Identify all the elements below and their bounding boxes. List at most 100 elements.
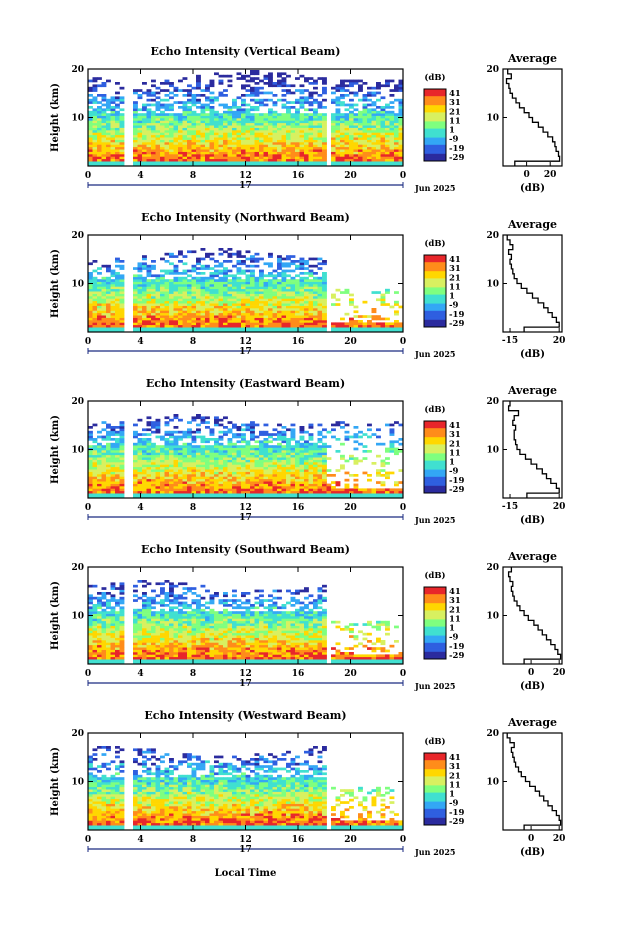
heatmap-cell (209, 308, 215, 311)
heatmap-cell (88, 158, 93, 162)
heatmap-cell (97, 84, 102, 88)
heatmap-cell (92, 305, 98, 309)
heatmap-cell (97, 154, 102, 157)
heatmap-cell (106, 151, 111, 155)
heatmap-cell (142, 469, 147, 472)
heatmap-cell (349, 84, 354, 88)
heatmap-cell (376, 125, 381, 128)
heatmap-cell (313, 471, 318, 475)
heatmap-cell (214, 317, 219, 321)
heatmap-cell (272, 447, 278, 451)
heatmap-cell (380, 327, 386, 330)
heatmap-cell (160, 103, 165, 107)
heatmap-cell (205, 84, 210, 88)
heatmap-cell (97, 272, 102, 275)
heatmap-cell (290, 483, 296, 487)
heatmap-cell (254, 476, 260, 480)
heatmap-cell (259, 118, 264, 121)
heatmap-cell (214, 281, 219, 285)
heatmap-cell (97, 267, 102, 270)
heatmap-cell (340, 134, 345, 138)
heatmap-cell (277, 122, 282, 126)
heatmap-cell (358, 163, 363, 167)
heatmap-cell (200, 466, 206, 470)
heatmap-cell (245, 469, 251, 472)
heatmap-cell (254, 151, 260, 155)
heatmap-cell (290, 151, 296, 155)
heatmap-cell (308, 118, 314, 121)
heatmap-cell (313, 286, 318, 290)
heatmap-cell (362, 161, 368, 164)
heatmap-cell (376, 84, 381, 88)
heatmap-cell (173, 144, 179, 148)
heatmap-cell (236, 464, 242, 468)
heatmap-cell (182, 445, 188, 448)
heatmap-cell (214, 72, 219, 76)
heatmap-cell (317, 305, 323, 309)
time-tick-label: 20 (344, 171, 357, 181)
heatmap-cell (277, 163, 282, 167)
heatmap-cell (133, 276, 138, 280)
heatmap-cell (200, 471, 206, 475)
heatmap-cell (182, 303, 188, 306)
heatmap-cell (245, 303, 251, 306)
heatmap-cell (173, 115, 179, 119)
heatmap-cell (286, 149, 291, 152)
heatmap-cell (250, 127, 255, 131)
heatmap-cell (241, 115, 246, 119)
heatmap-cell (142, 122, 147, 126)
heatmap-cell (218, 464, 224, 468)
heatmap-cell (367, 115, 372, 119)
heatmap-cell (313, 151, 318, 155)
colorbar-tick-label: 1 (449, 126, 455, 136)
heatmap-cell (92, 113, 98, 116)
heatmap-cell (187, 89, 192, 92)
heatmap-cell (245, 286, 251, 290)
heatmap-cell (133, 495, 138, 499)
heatmap-cell (340, 161, 345, 164)
heatmap-cell (227, 440, 233, 444)
heatmap-cell (295, 447, 300, 451)
heatmap-cell (227, 445, 233, 448)
heatmap-cell (97, 462, 102, 465)
heatmap-cell (268, 476, 273, 480)
heatmap-cell (196, 156, 201, 160)
heatmap-cell (137, 457, 143, 460)
heatmap-cell (101, 303, 107, 306)
heatmap-cell (281, 303, 287, 306)
heatmap-cell (151, 493, 156, 496)
heatmap-cell (146, 459, 152, 463)
heatmap-cell (268, 459, 273, 463)
heatmap-cell (223, 293, 228, 297)
heatmap-cell (281, 274, 287, 278)
heatmap-cell (88, 286, 93, 290)
colorbar-band (424, 309, 446, 312)
heatmap-cell (308, 113, 314, 116)
heatmap-cell (358, 495, 363, 499)
heatmap-cell (295, 493, 300, 496)
heatmap-cell (92, 281, 98, 285)
colorbar-band (424, 98, 446, 101)
heatmap-cell (254, 134, 260, 138)
heatmap-cell (277, 291, 282, 294)
heatmap-cell (317, 315, 323, 318)
heatmap-cell (133, 483, 138, 487)
heatmap-cell (398, 127, 404, 131)
heatmap-cell (142, 82, 147, 85)
heatmap-cell (362, 110, 368, 114)
colorbar-band (424, 325, 446, 328)
heatmap-cell (223, 158, 228, 162)
heatmap-cell (254, 142, 260, 145)
heatmap-cell (353, 127, 359, 131)
heatmap-cell (146, 450, 152, 453)
heatmap-cell (371, 101, 377, 104)
heatmap-cell (272, 279, 278, 282)
heatmap-cell (97, 308, 102, 311)
heatmap-cell (218, 79, 224, 83)
heatmap-cell (187, 305, 192, 309)
heatmap-cell (259, 158, 264, 162)
heatmap-cell (259, 146, 264, 150)
heatmap-cell (241, 255, 246, 258)
heatmap-cell (97, 478, 102, 482)
heatmap-cell (164, 163, 170, 167)
